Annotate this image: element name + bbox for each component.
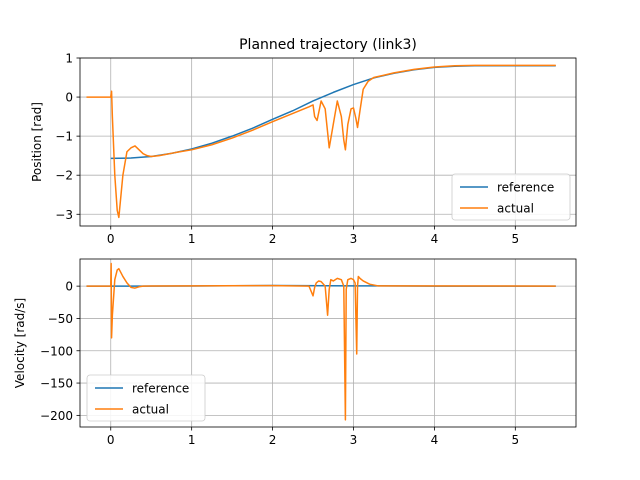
x-tick-label: 3	[350, 232, 358, 246]
chart-title: Planned trajectory (link3)	[239, 37, 417, 53]
x-tick-label: 0	[107, 232, 115, 246]
y-axis-label: Position [rad]	[30, 102, 44, 182]
y-tick-label: 1	[65, 52, 73, 66]
x-tick-label: 5	[511, 433, 519, 447]
velocity-axes: 0 1 2 3 4 5 −200 −150 −100 −50 0 Velocity [rad/s] re…	[13, 258, 577, 447]
x-tick-label: 1	[188, 232, 196, 246]
y-tick-label: −200	[40, 409, 73, 423]
x-tick-label: 3	[350, 433, 358, 447]
x-tick-label: 1	[188, 433, 196, 447]
x-tick-label: 4	[431, 433, 439, 447]
axes-frame	[79, 258, 577, 428]
y-tick-label: −2	[55, 169, 73, 183]
y-tick-label: −1	[55, 130, 73, 144]
x-tick-label: 4	[431, 232, 439, 246]
x-tick-label: 2	[269, 433, 277, 447]
y-tick-label: 0	[65, 280, 73, 294]
y-tick-label: −100	[40, 344, 73, 358]
legend-label-reference: reference	[497, 181, 554, 195]
y-tick-label: 0	[65, 91, 73, 105]
x-tick-label: 0	[107, 433, 115, 447]
position-axes: 0 1 2 3 4 5 −3 −2 −1 0 1 Planned trajectory (link3)…	[30, 37, 577, 246]
axes-frame	[79, 57, 577, 227]
x-tick-label: 5	[511, 232, 519, 246]
x-tick-label: 2	[269, 232, 277, 246]
series-line-actual	[86, 64, 556, 219]
series-line-actual	[86, 262, 556, 421]
y-axis-label: Velocity [rad/s]	[13, 298, 27, 388]
legend-label-reference: reference	[132, 382, 189, 396]
legend-label-actual: actual	[497, 202, 534, 216]
y-tick-label: −150	[40, 377, 73, 391]
y-tick-label: −50	[48, 312, 73, 326]
legend-label-actual: actual	[132, 403, 169, 417]
y-tick-label: −3	[55, 208, 73, 222]
